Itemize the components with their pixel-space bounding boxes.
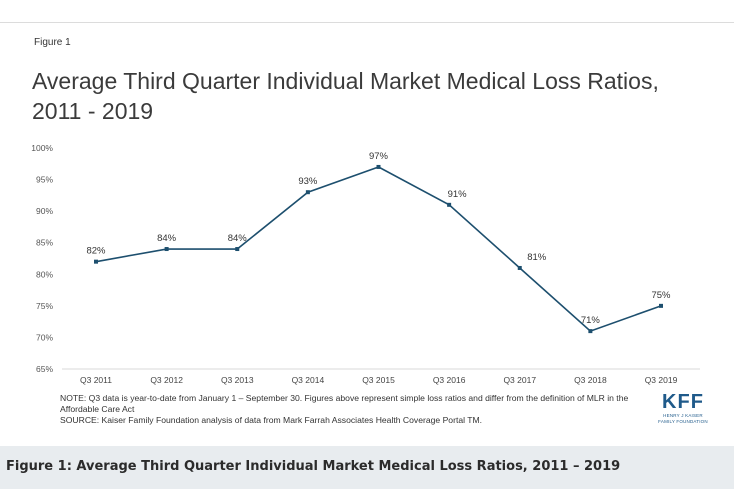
data-points: [94, 164, 663, 334]
data-labels: 82% 84% 84% 93% 97% 91% 81% 71% 75%: [86, 151, 671, 326]
x-tick-label: Q3 2013: [221, 375, 254, 385]
y-tick-label: 90%: [36, 206, 53, 216]
y-tick-label: 95%: [36, 175, 53, 185]
data-point: [305, 190, 310, 195]
y-axis: 65% 70% 75% 80% 85% 90% 95% 100%: [31, 143, 53, 374]
y-tick-label: 75%: [36, 301, 53, 311]
y-tick-label: 65%: [36, 364, 53, 374]
data-label: 81%: [527, 252, 547, 263]
data-point: [94, 259, 98, 264]
x-tick-label: Q3 2014: [292, 375, 325, 385]
figure-caption: Figure 1: Average Third Quarter Individu…: [6, 459, 621, 474]
chart-title: Average Third Quarter Individual Market …: [32, 68, 659, 124]
data-label: 93%: [298, 176, 318, 187]
x-tick-label: Q3 2018: [574, 375, 607, 385]
y-tick-label: 70%: [36, 332, 53, 342]
y-tick-label: 100%: [31, 143, 53, 153]
x-tick-label: Q3 2011: [80, 375, 112, 385]
data-label: 84%: [228, 233, 248, 244]
figure-label: Figure 1: [34, 37, 71, 48]
x-tick-label: Q3 2012: [150, 375, 183, 385]
source-text: SOURCE: Kaiser Family Foundation analysi…: [60, 415, 483, 425]
data-label: 97%: [369, 151, 389, 162]
logo-mark: KFF: [662, 391, 704, 413]
data-point: [659, 303, 663, 308]
data-point: [164, 247, 169, 252]
data-label: 71%: [581, 315, 601, 326]
data-point: [517, 265, 522, 270]
top-divider: [0, 22, 734, 23]
x-tick-label: Q3 2019: [645, 375, 678, 385]
x-tick-label: Q3 2016: [433, 375, 466, 385]
chart-notes: NOTE: Q3 data is year-to-date from Janua…: [60, 393, 630, 426]
note-text: NOTE: Q3 data is year-to-date from Janua…: [60, 393, 629, 414]
data-label: 75%: [651, 290, 671, 301]
data-point: [588, 329, 593, 334]
y-tick-label: 80%: [36, 269, 53, 279]
data-label: 82%: [86, 246, 106, 257]
data-label: 84%: [157, 233, 177, 244]
data-label: 91%: [448, 189, 468, 200]
line-chart: 65% 70% 75% 80% 85% 90% 95% 100% Q3 2011 Q3 2012…: [31, 143, 700, 385]
caption-bar: Figure 1: Average Third Quarter Individu…: [0, 446, 734, 489]
y-tick-label: 85%: [36, 238, 53, 248]
x-tick-label: Q3 2017: [503, 375, 536, 385]
series-line: [95, 166, 662, 333]
x-axis: Q3 2011 Q3 2012 Q3 2013 Q3 2014 Q3 2015 Q3 20…: [80, 375, 678, 385]
data-point: [235, 247, 240, 252]
x-tick-label: Q3 2015: [362, 375, 395, 385]
kff-logo: KFF HENRY J KAISER FAMILY FOUNDATION: [652, 392, 714, 424]
logo-subtext-1: HENRY J KAISER: [663, 413, 703, 418]
logo-subtext-2: FAMILY FOUNDATION: [658, 419, 708, 424]
data-point: [447, 202, 452, 207]
data-point: [376, 164, 381, 169]
